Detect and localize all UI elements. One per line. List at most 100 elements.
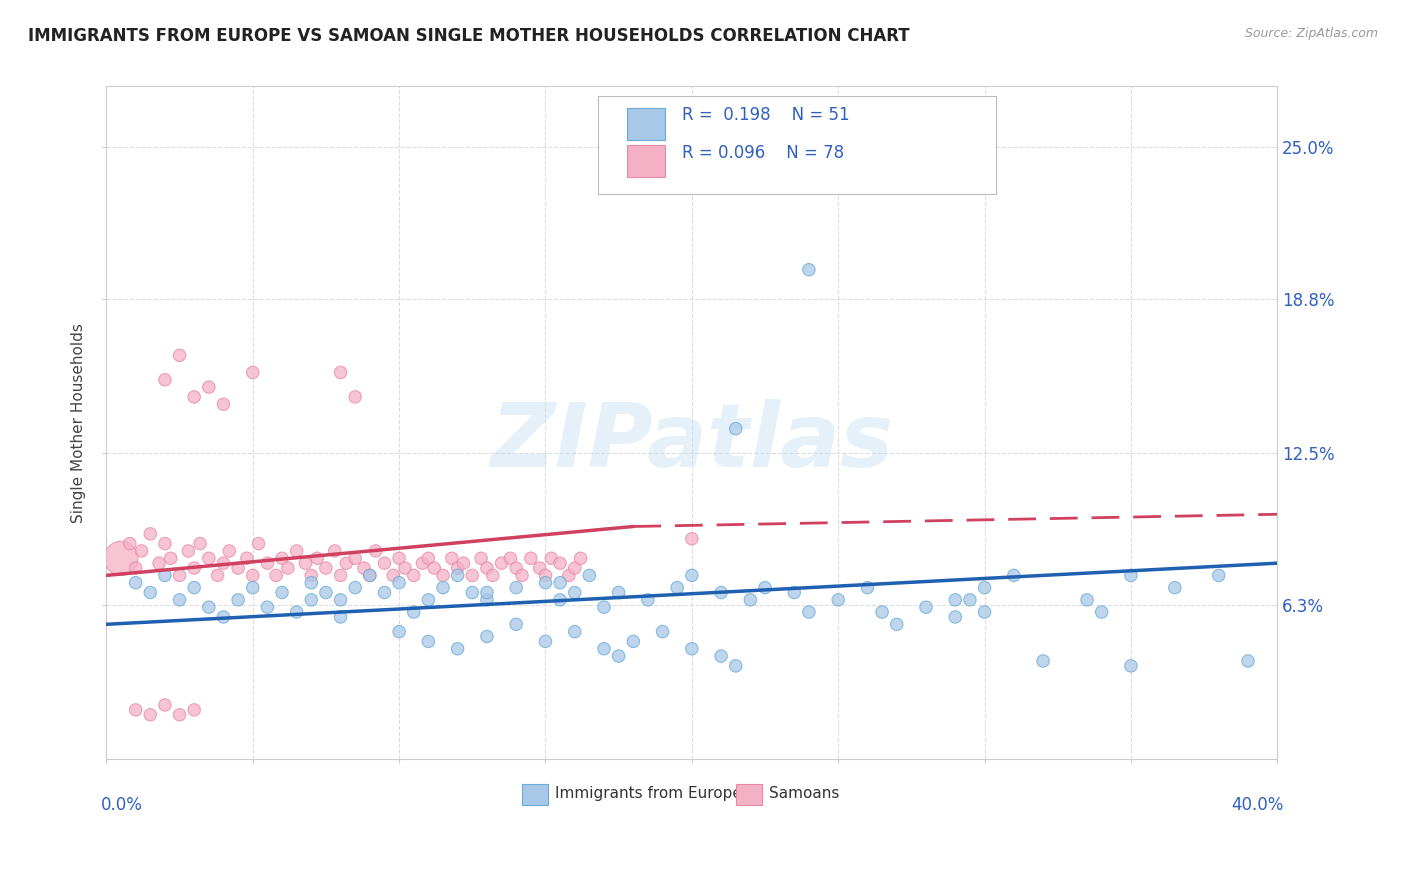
Point <box>724 422 747 436</box>
Point <box>264 568 287 582</box>
Point <box>198 551 221 566</box>
Point <box>110 551 132 566</box>
Point <box>418 634 440 648</box>
Bar <box>627 108 665 140</box>
Text: IMMIGRANTS FROM EUROPE VS SAMOAN SINGLE MOTHER HOUSEHOLDS CORRELATION CHART: IMMIGRANTS FROM EUROPE VS SAMOAN SINGLE … <box>28 27 910 45</box>
Point <box>886 617 908 632</box>
Point <box>124 561 146 575</box>
Point <box>335 556 357 570</box>
Point <box>510 568 533 582</box>
Point <box>973 581 995 595</box>
Point <box>256 600 278 615</box>
Point <box>491 556 513 570</box>
Point <box>198 600 221 615</box>
Point <box>564 585 586 599</box>
Point <box>475 630 498 644</box>
Point <box>226 592 249 607</box>
Text: ZIPatlas: ZIPatlas <box>491 400 893 486</box>
Point <box>973 605 995 619</box>
Point <box>1119 568 1142 582</box>
Point <box>461 568 484 582</box>
Point <box>373 556 395 570</box>
Point <box>569 551 592 566</box>
Point <box>277 561 299 575</box>
Point <box>242 366 264 380</box>
Point <box>666 581 689 595</box>
Point <box>148 556 170 570</box>
Point <box>124 703 146 717</box>
Point <box>797 605 820 619</box>
Point <box>353 561 375 575</box>
Point <box>1119 658 1142 673</box>
Point <box>344 551 367 566</box>
FancyBboxPatch shape <box>598 96 997 194</box>
Point <box>529 561 551 575</box>
Point <box>169 592 191 607</box>
Point <box>388 575 411 590</box>
Point <box>1002 568 1025 582</box>
Point <box>344 390 367 404</box>
Point <box>1076 592 1098 607</box>
Point <box>564 561 586 575</box>
Point <box>499 551 522 566</box>
Point <box>212 397 235 411</box>
Point <box>593 641 616 656</box>
Point <box>710 585 733 599</box>
Point <box>364 544 387 558</box>
Point <box>299 575 322 590</box>
Point <box>943 610 966 624</box>
Point <box>359 568 381 582</box>
Point <box>681 532 703 546</box>
Text: 0.0%: 0.0% <box>100 796 142 814</box>
Point <box>271 551 294 566</box>
Point <box>534 575 557 590</box>
Point <box>548 575 571 590</box>
Point <box>520 551 543 566</box>
Point <box>754 581 776 595</box>
Point <box>271 585 294 599</box>
Point <box>218 544 240 558</box>
Point <box>285 605 308 619</box>
Point <box>388 624 411 639</box>
Text: Samoans: Samoans <box>769 786 839 801</box>
Point <box>870 605 893 619</box>
Bar <box>522 784 548 805</box>
Point <box>183 581 205 595</box>
Text: 40.0%: 40.0% <box>1230 796 1284 814</box>
Point <box>373 585 395 599</box>
Point <box>139 585 162 599</box>
Point <box>226 561 249 575</box>
Point <box>534 568 557 582</box>
Point <box>207 568 229 582</box>
Point <box>169 568 191 582</box>
Point <box>139 707 162 722</box>
Point <box>558 568 581 582</box>
Point <box>294 556 316 570</box>
Point <box>169 707 191 722</box>
Point <box>505 581 527 595</box>
Point <box>188 536 211 550</box>
Point <box>856 581 879 595</box>
Point <box>402 605 425 619</box>
Point <box>461 585 484 599</box>
Point <box>418 592 440 607</box>
Point <box>153 373 176 387</box>
Point <box>256 556 278 570</box>
Point <box>131 544 153 558</box>
Point <box>1237 654 1260 668</box>
Point <box>242 568 264 582</box>
Point <box>359 568 381 582</box>
Point <box>183 703 205 717</box>
Point <box>475 585 498 599</box>
Point <box>578 568 600 582</box>
Point <box>446 641 468 656</box>
Point <box>118 536 141 550</box>
Point <box>534 634 557 648</box>
Point <box>315 585 337 599</box>
Point <box>329 366 352 380</box>
Point <box>299 592 322 607</box>
Bar <box>737 784 762 805</box>
Point <box>307 551 329 566</box>
Point <box>323 544 346 558</box>
Point <box>681 641 703 656</box>
